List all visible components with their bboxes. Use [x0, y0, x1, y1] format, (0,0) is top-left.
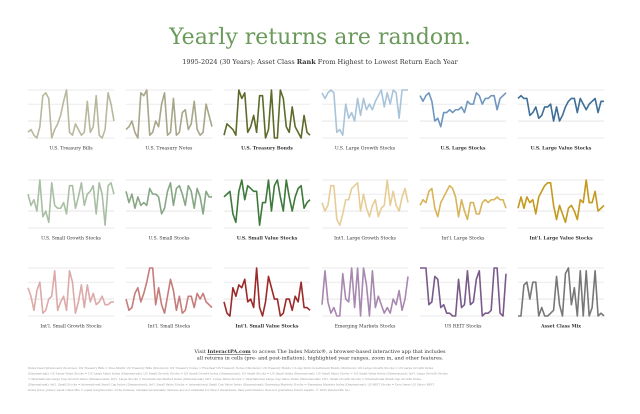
chart-label: Emerging Markets Stocks: [335, 324, 396, 330]
rank-line: [223, 89, 311, 139]
rank-line: [419, 92, 507, 128]
rank-line: [27, 179, 115, 226]
rank-line: [223, 179, 311, 226]
chart-label: Int'l. Large Stocks: [442, 236, 485, 242]
chart-label: U.S. Treasury Notes: [146, 146, 193, 152]
rank-line: [517, 94, 604, 122]
rank-line: [223, 267, 311, 317]
chart-label: U.S. Large Value Stocks: [531, 146, 592, 152]
rank-line: [125, 89, 213, 139]
subtitle-part: Rank: [297, 58, 316, 66]
rank-line: [420, 267, 507, 317]
footnote: Index (Dow Jones); Asset Class Mix = equ…: [28, 387, 351, 392]
chart-label: Asset Class Mix: [540, 324, 581, 330]
chart-label: U.S. Small Growth Stocks: [41, 236, 101, 242]
rank-line: [419, 184, 507, 221]
subtitle-part: 1995-2024 (30 Years): Asset Class: [182, 58, 296, 66]
rank-line: [27, 89, 115, 139]
rank-line: [518, 267, 605, 317]
visit-part: to access The Index Matrix®, a browser-b…: [251, 348, 446, 355]
footnote: = International Large Cap Growth Index (…: [28, 377, 422, 381]
rank-line: [27, 270, 114, 314]
rank-line: [125, 267, 213, 314]
footnote: Index Descriptions and (Sources): US Tre…: [28, 366, 434, 370]
chart-label: Int'l. Small Value Stocks: [236, 324, 299, 330]
footnote: (Dimensional); US Large Value Stocks = U…: [28, 372, 448, 376]
chart-label: U.S. Treasury Bills: [49, 146, 93, 152]
visit-part: Visit: [193, 349, 207, 355]
chart-label: US REIT Stocks: [444, 324, 482, 330]
footnote: (Dimensional); Int'l. Small Stocks = Int…: [28, 383, 434, 387]
rank-line: [517, 179, 605, 224]
chart-label: Int'l. Large Growth Stocks: [334, 236, 396, 242]
chart-label: U.S. Large Stocks: [441, 146, 486, 152]
subtitle-part: From Highest to Lowest Return Each Year: [316, 58, 459, 66]
rank-line: [125, 182, 212, 215]
chart-label: U.S. Small Value Stocks: [237, 236, 298, 242]
rank-line: [321, 179, 409, 226]
chart-label: Int'l. Large Value Stocks: [529, 236, 593, 242]
chart-label: Int'l. Small Stocks: [148, 324, 191, 330]
chart-label: U.S. Large Growth Stocks: [335, 146, 396, 152]
visit-line: all returns in cells (pre- and post-infl…: [197, 355, 444, 362]
chart-label: U.S. Treasury Bonds: [241, 146, 293, 152]
rank-line: [321, 267, 409, 317]
chart-label: U.S. Small Stocks: [149, 236, 191, 242]
rank-line: [321, 89, 408, 136]
chart-label: Int'l. Small Growth Stocks: [40, 324, 102, 330]
subtitle: 1995-2024 (30 Years): Asset Class Rank F…: [182, 58, 458, 66]
visit-line: Visit InteractPA.com to access The Index…: [193, 348, 446, 355]
title: Yearly returns are random.: [168, 25, 471, 50]
visit-link[interactable]: InteractPA.com: [207, 349, 251, 355]
